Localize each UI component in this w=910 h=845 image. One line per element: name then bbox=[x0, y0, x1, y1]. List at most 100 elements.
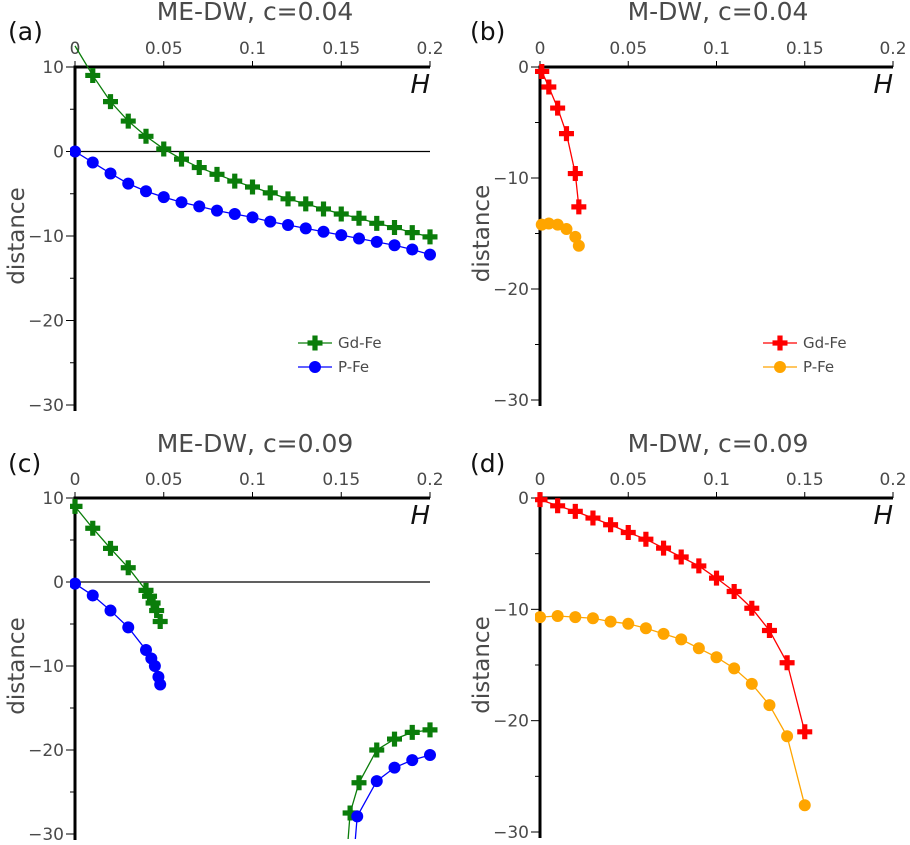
data-point-circle bbox=[193, 200, 206, 213]
data-point-circle bbox=[781, 730, 794, 743]
data-point-cross bbox=[779, 655, 795, 671]
data-point-cross bbox=[585, 510, 601, 526]
data-point-cross bbox=[156, 141, 172, 157]
data-point-circle bbox=[246, 211, 259, 224]
data-point-circle bbox=[728, 662, 741, 675]
y-axis-label: distance bbox=[469, 185, 495, 282]
x-tick-label: 0.15 bbox=[786, 470, 824, 490]
data-point-cross bbox=[103, 540, 118, 556]
data-point-circle bbox=[370, 775, 383, 788]
data-point-cross bbox=[535, 492, 548, 508]
data-point-cross bbox=[673, 549, 689, 565]
data-point-circle bbox=[228, 208, 241, 221]
data-point-cross bbox=[298, 196, 314, 212]
data-point-circle bbox=[692, 642, 705, 655]
data-point-circle bbox=[745, 677, 758, 690]
x-tick-label: 0 bbox=[70, 470, 81, 490]
data-point-circle bbox=[370, 235, 383, 248]
y-tick-label: −10 bbox=[28, 227, 64, 247]
x-tick-label: 0.05 bbox=[609, 39, 647, 59]
data-point-circle bbox=[86, 589, 99, 602]
x-tick-label: 0 bbox=[535, 470, 546, 490]
series-line bbox=[539, 499, 806, 732]
y-axis-label: distance bbox=[4, 187, 30, 284]
y-tick-label: 0 bbox=[518, 58, 529, 78]
x-tick-label: 0 bbox=[535, 39, 546, 59]
legend-circle-icon bbox=[309, 361, 321, 373]
y-axis-label: distance bbox=[4, 617, 30, 714]
legend-entry: P-Fe bbox=[763, 358, 834, 376]
y-tick-label: 0 bbox=[53, 573, 64, 593]
data-point-cross bbox=[541, 79, 557, 95]
data-point-circle bbox=[406, 754, 419, 767]
data-point-circle bbox=[604, 615, 617, 628]
data-point-cross bbox=[209, 166, 225, 182]
panel-title: M-DW, c=0.04 bbox=[628, 0, 809, 26]
y-tick-label: −30 bbox=[28, 396, 64, 416]
y-tick-label: 10 bbox=[42, 489, 64, 509]
data-point-circle bbox=[657, 627, 670, 640]
x-axis-label: H bbox=[410, 70, 430, 100]
data-point-cross bbox=[85, 67, 101, 83]
y-tick-label: 0 bbox=[518, 489, 529, 509]
x-tick-label: 0.1 bbox=[703, 470, 730, 490]
panel-label: (b) bbox=[470, 17, 505, 46]
x-tick-label: 0.15 bbox=[786, 39, 824, 59]
data-point-cross bbox=[558, 126, 574, 142]
data-point-circle bbox=[282, 219, 294, 232]
data-point-circle bbox=[351, 810, 364, 823]
y-tick-label: 10 bbox=[42, 58, 64, 78]
y-tick-label: −30 bbox=[28, 825, 64, 841]
data-point-circle bbox=[140, 185, 152, 198]
legend-cross-icon bbox=[307, 335, 323, 351]
legend-circle-icon bbox=[774, 361, 786, 373]
data-point-cross bbox=[149, 603, 165, 619]
data-point-cross bbox=[567, 503, 583, 519]
data-point-circle bbox=[622, 617, 635, 630]
data-point-cross bbox=[369, 215, 385, 231]
data-point-circle bbox=[675, 633, 688, 646]
data-point-circle bbox=[317, 225, 330, 238]
legend-entry: Gd-Fe bbox=[763, 334, 847, 352]
y-tick-label: −10 bbox=[28, 657, 64, 677]
data-point-cross bbox=[351, 775, 367, 791]
data-point-circle bbox=[70, 577, 81, 590]
data-point-cross bbox=[103, 94, 118, 110]
y-tick-label: −10 bbox=[493, 600, 529, 620]
data-point-cross bbox=[387, 731, 402, 747]
data-point-cross bbox=[726, 584, 742, 600]
data-point-circle bbox=[175, 196, 188, 209]
y-tick-label: 0 bbox=[53, 143, 64, 163]
data-point-circle bbox=[424, 248, 436, 261]
legend-label: Gd-Fe bbox=[338, 334, 382, 352]
data-point-circle bbox=[542, 217, 555, 230]
data-point-cross bbox=[571, 199, 587, 215]
panel-title: M-DW, c=0.09 bbox=[628, 429, 809, 458]
data-point-cross bbox=[603, 517, 619, 533]
data-point-cross bbox=[245, 179, 260, 195]
panel-label: (a) bbox=[8, 17, 43, 46]
x-tick-label: 0.1 bbox=[239, 470, 266, 490]
data-point-circle bbox=[104, 167, 117, 180]
y-tick-label: −20 bbox=[493, 712, 529, 732]
data-point-circle bbox=[535, 611, 546, 624]
x-tick-label: 0.2 bbox=[879, 470, 906, 490]
data-point-circle bbox=[104, 604, 117, 617]
data-point-circle bbox=[154, 678, 167, 691]
x-tick-label: 0 bbox=[70, 39, 81, 59]
x-tick-label: 0.05 bbox=[145, 470, 183, 490]
y-tick-label: −30 bbox=[493, 391, 529, 411]
data-point-cross bbox=[152, 613, 168, 629]
data-point-circle bbox=[148, 660, 161, 672]
data-point-cross bbox=[638, 531, 654, 547]
data-point-cross bbox=[85, 520, 101, 536]
x-axis-label: H bbox=[873, 70, 893, 100]
data-point-circle bbox=[122, 621, 135, 634]
panel-label: (d) bbox=[470, 449, 505, 478]
data-point-cross bbox=[550, 498, 566, 514]
